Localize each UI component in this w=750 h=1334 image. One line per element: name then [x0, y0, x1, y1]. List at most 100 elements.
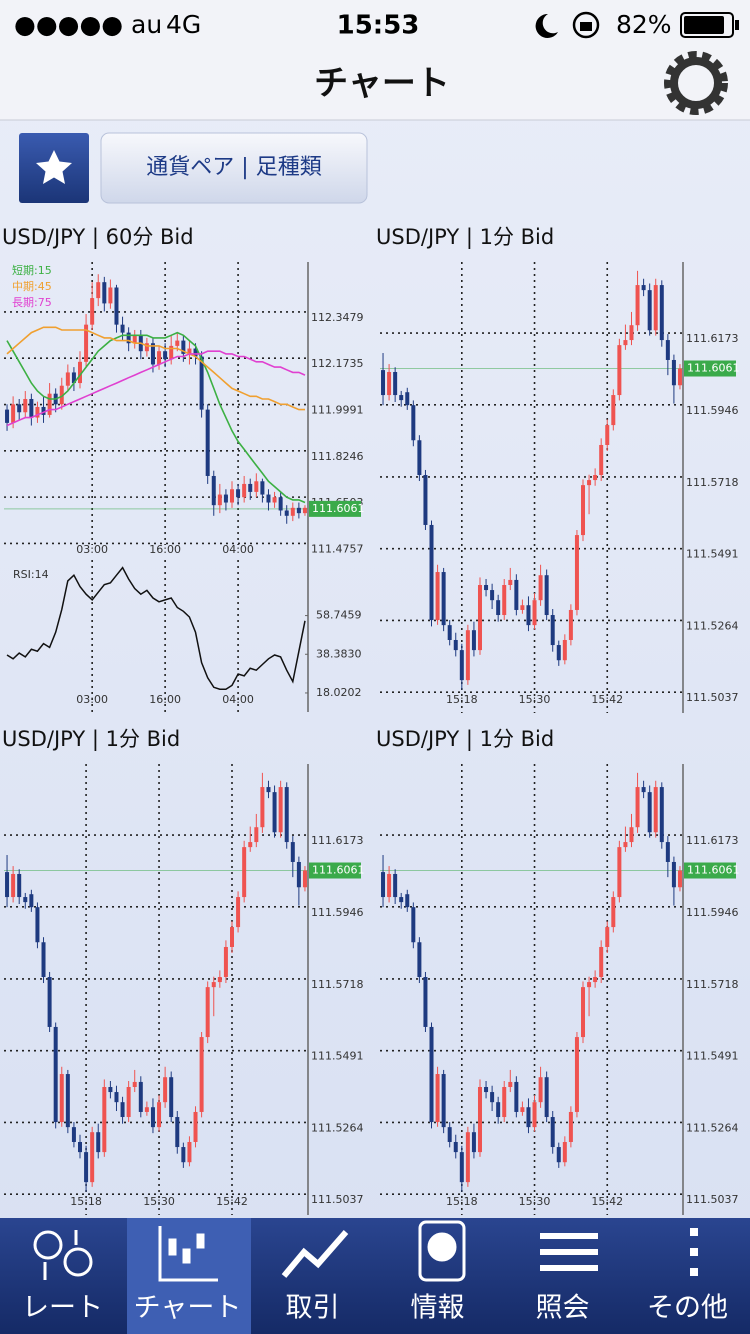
tab-label[interactable]: 情報 [411, 1293, 465, 1324]
candle-body [623, 842, 628, 848]
tab-label[interactable]: チャート [134, 1293, 242, 1324]
candle-body [78, 1141, 82, 1153]
candle-body [502, 585, 507, 616]
candle-body [611, 897, 616, 928]
x-tick-label: 15:18 [446, 693, 478, 706]
candle-body [653, 787, 658, 833]
candle-body [490, 590, 495, 601]
chart-panel: USD/JPY | 1分 Bid 111.6173 111.5946 111.5718… [376, 727, 740, 1215]
chart-title: USD/JPY | 60分 Bid [2, 225, 194, 250]
candle-body [254, 481, 259, 492]
y-tick-label: 112.3479 [311, 311, 364, 324]
candle-body [272, 792, 277, 833]
y-tick-label: 111.5718 [311, 978, 364, 991]
tab-selected-bg [127, 1218, 251, 1334]
candle-body [641, 787, 646, 793]
last-price-tag [684, 360, 736, 377]
candle-body [59, 385, 64, 405]
last-price-label: 111.6061 [312, 864, 365, 877]
candle-body [65, 1074, 70, 1128]
candle-body [411, 907, 416, 943]
candle-body [90, 298, 95, 325]
y-tick-label: 111.5946 [686, 906, 739, 919]
y-tick-label: 111.8246 [311, 450, 364, 463]
chart-panel: USD/JPY | 1分 Bid 111.6173 111.5946 111.5718… [2, 727, 365, 1215]
candle-body [526, 1107, 531, 1128]
candle-body [290, 842, 295, 862]
candle-body [296, 507, 301, 514]
chart-title: USD/JPY | 1分 Bid [376, 727, 554, 752]
charts: USD/JPY | 60分 Bid 112.3479 112.1735 111.999… [2, 225, 740, 1215]
candle-body [96, 282, 101, 299]
candle-body [611, 395, 616, 426]
candle-body [284, 787, 289, 843]
x-tick-label: 15:30 [519, 1195, 551, 1208]
candle-body [17, 404, 22, 413]
candle-body [150, 343, 155, 365]
candle-body [587, 480, 592, 486]
pair-button-label[interactable]: 通貨ペア | 足種類 [146, 155, 321, 180]
carrier: ●●●●● au [14, 10, 162, 39]
x-tick-label: 04:00 [222, 693, 254, 706]
chart-panel: USD/JPY | 1分 Bid 111.6173 111.5946 111.5718… [376, 225, 740, 713]
clock: 15:53 [337, 11, 420, 41]
candle-body [387, 371, 392, 396]
candle-body [223, 494, 228, 503]
candle-body [217, 977, 222, 983]
x-tick-label: 16:00 [149, 543, 181, 556]
tab-icons [33, 1220, 698, 1282]
rsi-line [6, 566, 306, 690]
candle-body [59, 1074, 64, 1123]
candle-body [459, 1152, 464, 1183]
tab-label[interactable]: その他 [647, 1293, 728, 1324]
candle-body [126, 1087, 131, 1118]
candle-body [236, 897, 241, 928]
candle-body [217, 494, 222, 506]
candle-body [175, 340, 180, 346]
inquiry-icon [540, 1233, 598, 1271]
y-tick-label: 38.3830 [316, 647, 362, 660]
info-icon [418, 1220, 466, 1282]
candle-body [29, 398, 34, 418]
candle-body [47, 393, 52, 415]
candle-body [453, 639, 458, 651]
candle-body [459, 650, 464, 681]
candle-body [108, 1087, 113, 1093]
tab-bar [0, 1218, 750, 1334]
candle-body [568, 609, 573, 640]
favorite-button[interactable] [19, 133, 89, 203]
x-tick-label: 03:00 [76, 693, 108, 706]
candle-body [84, 1152, 89, 1183]
settings-button[interactable] [664, 51, 728, 115]
last-price-label: 111.6061 [687, 362, 740, 375]
candle-body [490, 1092, 495, 1103]
candle-body [508, 579, 513, 586]
candle-body [520, 1107, 525, 1112]
candle-body [641, 285, 646, 291]
candle-body [102, 282, 107, 304]
candle-body [193, 1111, 198, 1142]
candle-body [447, 1127, 452, 1142]
candle-body [544, 575, 549, 616]
y-tick-label: 111.9991 [311, 404, 364, 417]
x-tick-label: 15:42 [216, 1195, 248, 1208]
candle-body [41, 406, 46, 415]
candle-body [187, 1141, 192, 1163]
header-bg [0, 0, 750, 120]
candle-body [23, 398, 28, 413]
candle-body [532, 1102, 537, 1128]
candle-body [5, 409, 10, 423]
candle-body [393, 873, 398, 898]
candle-body [441, 1074, 446, 1128]
x-tick-label: 15:30 [519, 693, 551, 706]
tab-label[interactable]: 照会 [536, 1293, 590, 1324]
tab-label[interactable]: レート [22, 1293, 103, 1324]
candle-body [47, 977, 52, 1027]
candle-body [629, 325, 634, 341]
pair-button[interactable]: 通貨ペア | 足種類 [100, 132, 368, 204]
x-tick-label: 15:30 [143, 1195, 175, 1208]
candle-body [556, 645, 561, 661]
tab-label[interactable]: 取引 [286, 1293, 340, 1324]
candle-body [272, 497, 277, 503]
